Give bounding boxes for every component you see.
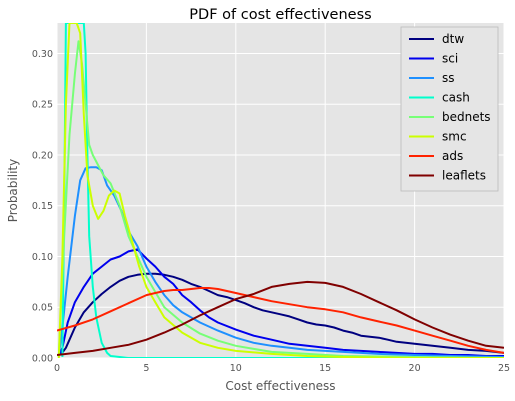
legend-label-bednets: bednets: [442, 110, 491, 124]
x-tick-label: 0: [54, 363, 60, 374]
legend-label-smc: smc: [442, 130, 467, 144]
legend-label-ads: ads: [442, 149, 463, 163]
y-tick-label: 0.00: [32, 354, 53, 365]
y-tick-label: 0.10: [32, 252, 53, 263]
legend-label-leaflets: leaflets: [442, 169, 486, 183]
x-tick-label: 25: [498, 363, 510, 374]
series-line-ads: [57, 287, 504, 354]
y-axis-title: Probability: [6, 159, 20, 222]
y-tick-label: 0.20: [32, 150, 53, 161]
series-line-leaflets: [57, 280, 504, 356]
y-tick-label: 0.25: [32, 100, 53, 111]
legend-label-ss: ss: [442, 71, 455, 85]
series-line-smc: [57, 23, 504, 358]
series-lines: [57, 23, 504, 358]
x-tick-label: 5: [143, 363, 149, 374]
axis-ticks: 0 5 10 15 20 25 0.00 0.05 0.10 0.15 0.20 0.25 0.30: [32, 49, 510, 374]
x-tick-label: 20: [409, 363, 421, 374]
legend: dtw sci ss cash bednets smc ads leaflets: [400, 26, 499, 192]
y-tick-label: 0.15: [32, 201, 53, 212]
legend-label-sci: sci: [442, 52, 458, 66]
x-tick-label: 15: [319, 363, 331, 374]
series-line-cash: [61, 23, 504, 358]
x-tick-label: 10: [230, 363, 242, 374]
y-tick-label: 0.30: [32, 49, 53, 60]
x-axis-title: Cost effectiveness: [225, 379, 335, 393]
legend-box: [400, 26, 499, 192]
series-line-dtw: [59, 272, 504, 356]
legend-label-cash: cash: [442, 91, 470, 105]
legend-label-dtw: dtw: [442, 32, 464, 46]
y-tick-label: 0.05: [32, 303, 53, 314]
chart-title: PDF of cost effectiveness: [189, 7, 371, 23]
